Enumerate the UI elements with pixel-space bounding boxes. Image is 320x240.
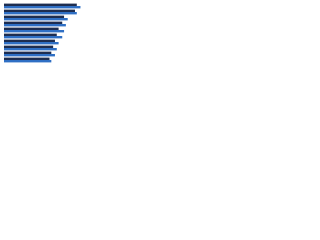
bar	[4, 18, 68, 21]
bar	[4, 36, 63, 39]
bar	[4, 54, 55, 57]
bar	[4, 6, 81, 9]
bar	[4, 3, 77, 6]
bar	[4, 51, 52, 54]
bar	[4, 45, 54, 48]
bar	[4, 24, 66, 27]
bar	[4, 33, 57, 36]
bar	[4, 15, 65, 18]
chart	[4, 3, 81, 63]
bar	[4, 30, 65, 33]
bar	[4, 60, 52, 63]
bar	[4, 12, 77, 15]
bar	[4, 21, 63, 24]
bar	[4, 57, 50, 60]
bar	[4, 27, 59, 30]
bar	[4, 48, 57, 51]
bar	[4, 42, 59, 45]
bar	[4, 9, 75, 12]
bar	[4, 39, 55, 42]
